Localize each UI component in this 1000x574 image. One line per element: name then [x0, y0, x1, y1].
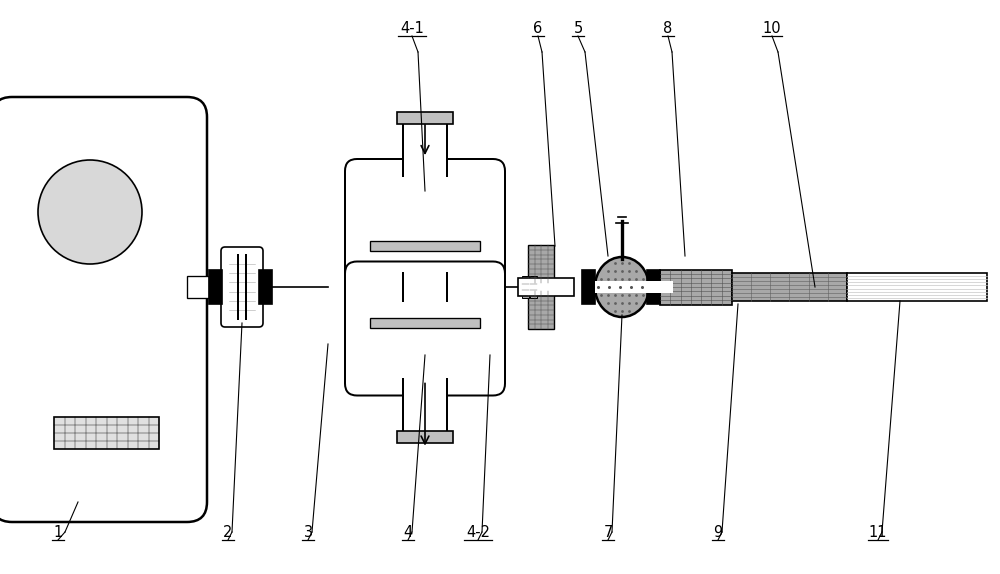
Bar — [403, 268, 447, 306]
Bar — [518, 278, 574, 296]
Bar — [187, 276, 209, 298]
Bar — [582, 270, 595, 304]
Bar — [595, 281, 673, 293]
FancyBboxPatch shape — [221, 247, 263, 327]
Bar — [847, 273, 987, 301]
Bar — [528, 291, 554, 329]
Bar — [54, 417, 159, 449]
Bar — [403, 124, 447, 176]
Bar — [370, 318, 480, 328]
Bar — [403, 378, 447, 430]
Text: 4: 4 — [403, 525, 413, 540]
Bar — [209, 270, 222, 304]
Bar — [370, 241, 480, 251]
Bar — [647, 270, 660, 304]
Bar — [528, 245, 554, 283]
Ellipse shape — [595, 257, 649, 317]
FancyBboxPatch shape — [345, 159, 505, 319]
Text: 4-2: 4-2 — [466, 525, 490, 540]
Text: 9: 9 — [713, 525, 723, 540]
Text: 1: 1 — [53, 525, 63, 540]
Text: 5: 5 — [573, 21, 583, 36]
FancyBboxPatch shape — [345, 262, 505, 395]
Bar — [397, 112, 453, 124]
Bar — [397, 430, 453, 443]
Bar — [522, 276, 529, 298]
Text: 11: 11 — [869, 525, 887, 540]
Text: 7: 7 — [603, 525, 613, 540]
Text: 8: 8 — [663, 21, 673, 36]
Text: 4-1: 4-1 — [400, 21, 424, 36]
Text: 2: 2 — [223, 525, 233, 540]
FancyBboxPatch shape — [0, 97, 207, 522]
Text: 6: 6 — [533, 21, 543, 36]
Bar — [530, 276, 537, 298]
Bar — [259, 270, 272, 304]
Text: 3: 3 — [303, 525, 313, 540]
Text: 10: 10 — [763, 21, 781, 36]
Circle shape — [38, 160, 142, 264]
Bar — [660, 270, 732, 304]
Bar — [732, 273, 847, 301]
